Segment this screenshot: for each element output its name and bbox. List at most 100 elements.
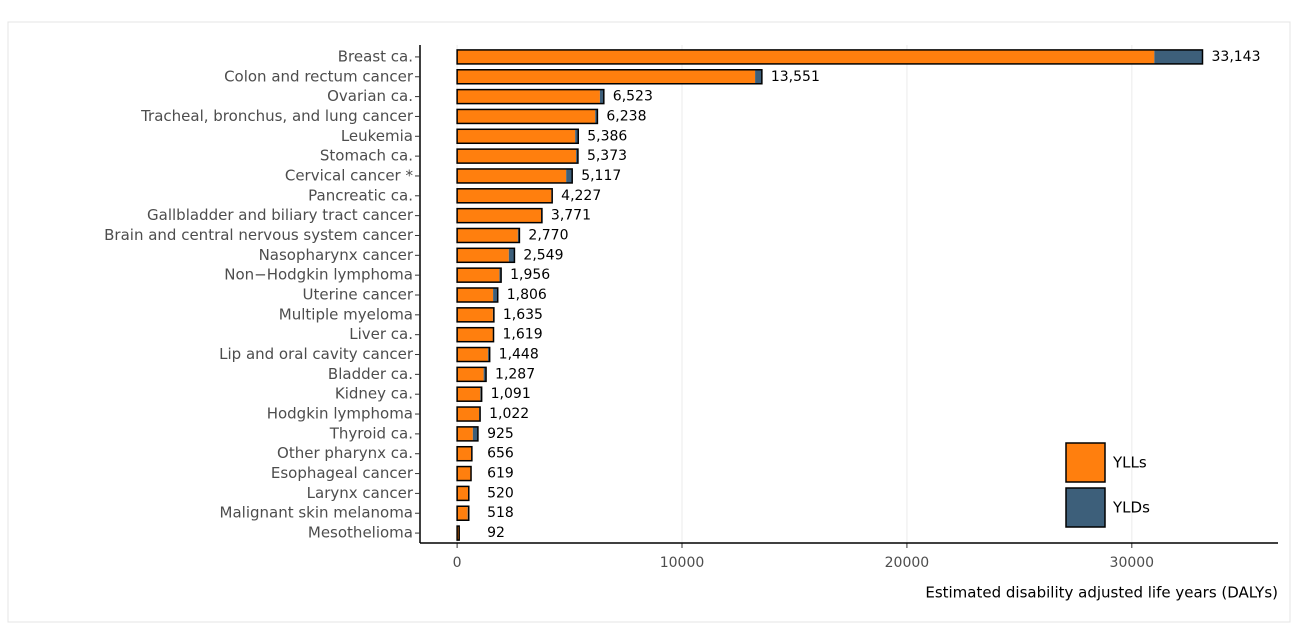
- bar-outline: [456, 346, 491, 363]
- value-label: 619: [487, 466, 514, 482]
- bar-segment: [1154, 49, 1203, 64]
- bar-segment: [457, 446, 472, 461]
- bar-segment: [457, 466, 471, 481]
- value-label: 1,091: [491, 386, 531, 402]
- value-label: 5,386: [587, 128, 627, 144]
- y-tick-label: Larynx cancer: [307, 484, 414, 502]
- value-label: 1,635: [503, 307, 543, 323]
- bar-segment: [457, 526, 460, 541]
- bar-outline: [456, 227, 521, 244]
- y-tick-label: Pancreatic ca.: [308, 186, 413, 204]
- y-tick-label: Lip and oral cavity cancer: [219, 345, 414, 363]
- bar-outline: [456, 207, 543, 224]
- bar-outline: [456, 148, 579, 164]
- bar-outline: [456, 445, 473, 462]
- bar-segment: [472, 426, 478, 441]
- value-label: 6,523: [613, 89, 653, 105]
- bar-outline: [456, 247, 516, 264]
- bar-segment: [457, 168, 567, 183]
- bar-segment: [457, 367, 484, 382]
- bar-outline: [456, 88, 605, 105]
- value-label: 3,771: [551, 208, 591, 224]
- bar-segment: [575, 129, 579, 144]
- y-tick-label: Brain and central nervous system cancer: [104, 226, 414, 244]
- y-tick-label: Bladder ca.: [328, 365, 413, 383]
- value-label: 1,619: [503, 327, 543, 343]
- bar-segment: [576, 149, 578, 164]
- y-tick-label: Multiple myeloma: [279, 305, 413, 323]
- y-tick-label: Colon and rectum cancer: [224, 67, 414, 85]
- y-tick-label: Nasopharynx cancer: [259, 246, 414, 264]
- y-tick-label: Kidney ca.: [335, 385, 413, 403]
- value-label: 92: [487, 525, 505, 541]
- value-label: 1,287: [495, 366, 535, 382]
- bar-segment: [483, 367, 487, 382]
- frame: [7, 21, 1291, 623]
- value-label: 520: [487, 485, 514, 501]
- x-tick-label: 10000: [660, 555, 705, 571]
- legend-label: YLLs: [1112, 454, 1147, 472]
- bar-segment: [457, 208, 541, 223]
- value-label: 2,549: [523, 247, 563, 263]
- bar-outline: [456, 465, 472, 482]
- bar-segment: [457, 307, 493, 322]
- value-label: 656: [487, 446, 514, 462]
- bar-outline: [456, 485, 470, 502]
- bar-segment: [457, 407, 480, 422]
- value-label: 4,227: [561, 188, 601, 204]
- bar-segment: [457, 69, 756, 84]
- bar-segment: [755, 69, 762, 84]
- value-label: 1,956: [510, 267, 550, 283]
- y-tick-label: Stomach ca.: [320, 147, 413, 165]
- value-label: 518: [487, 505, 514, 521]
- bar-segment: [457, 288, 494, 302]
- bar-segment: [457, 248, 509, 263]
- value-label: 5,117: [581, 168, 621, 184]
- bar-segment: [457, 387, 481, 402]
- value-label: 2,770: [528, 227, 568, 243]
- value-label: 13,551: [771, 69, 820, 85]
- x-tick-label: 30000: [1110, 555, 1155, 571]
- bar-outline: [456, 406, 481, 422]
- value-label: 1,806: [507, 287, 547, 303]
- bar-segment: [595, 109, 598, 124]
- bar-segment: [457, 188, 552, 203]
- bar-outline: [456, 49, 1204, 65]
- y-tick-label: Tracheal, bronchus, and lung cancer: [140, 107, 414, 125]
- value-label: 6,238: [606, 108, 646, 124]
- value-label: 925: [487, 426, 514, 442]
- y-tick-label: Gallbladder and biliary tract cancer: [147, 206, 414, 224]
- bar-segment: [457, 506, 468, 521]
- x-tick-label: 0: [453, 555, 462, 571]
- value-label: 1,448: [499, 347, 539, 363]
- bar-outline: [456, 307, 495, 323]
- y-tick-label: Leukemia: [341, 127, 413, 145]
- legend-swatch: [1065, 442, 1106, 483]
- bar-segment: [566, 168, 573, 183]
- y-tick-label: Hodgkin lymphoma: [267, 405, 413, 423]
- y-tick-label: Mesothelioma: [308, 524, 413, 542]
- bar-outline: [456, 108, 599, 125]
- bar-outline: [456, 168, 573, 184]
- bar-outline: [456, 525, 460, 541]
- bar-segment: [499, 268, 502, 283]
- bar-outline: [456, 326, 495, 343]
- bar-segment: [487, 347, 490, 362]
- bar-outline: [456, 69, 763, 85]
- bar-outline: [456, 505, 470, 521]
- bar-segment: [457, 49, 1155, 64]
- y-tick-label: Ovarian ca.: [327, 87, 413, 105]
- y-tick-label: Esophageal cancer: [271, 464, 414, 482]
- x-axis-label: Estimated disability adjusted life years…: [925, 584, 1278, 602]
- bar-segment: [508, 248, 515, 263]
- bar-segment: [457, 268, 500, 283]
- value-label: 5,373: [587, 148, 627, 164]
- bar-outline: [456, 128, 579, 145]
- value-label: 1,022: [489, 406, 529, 422]
- bar-segment: [457, 327, 493, 342]
- bar-segment: [599, 89, 604, 104]
- bar-segment: [457, 89, 600, 104]
- bar-segment: [457, 486, 469, 501]
- y-tick-label: Malignant skin melanoma: [220, 504, 413, 522]
